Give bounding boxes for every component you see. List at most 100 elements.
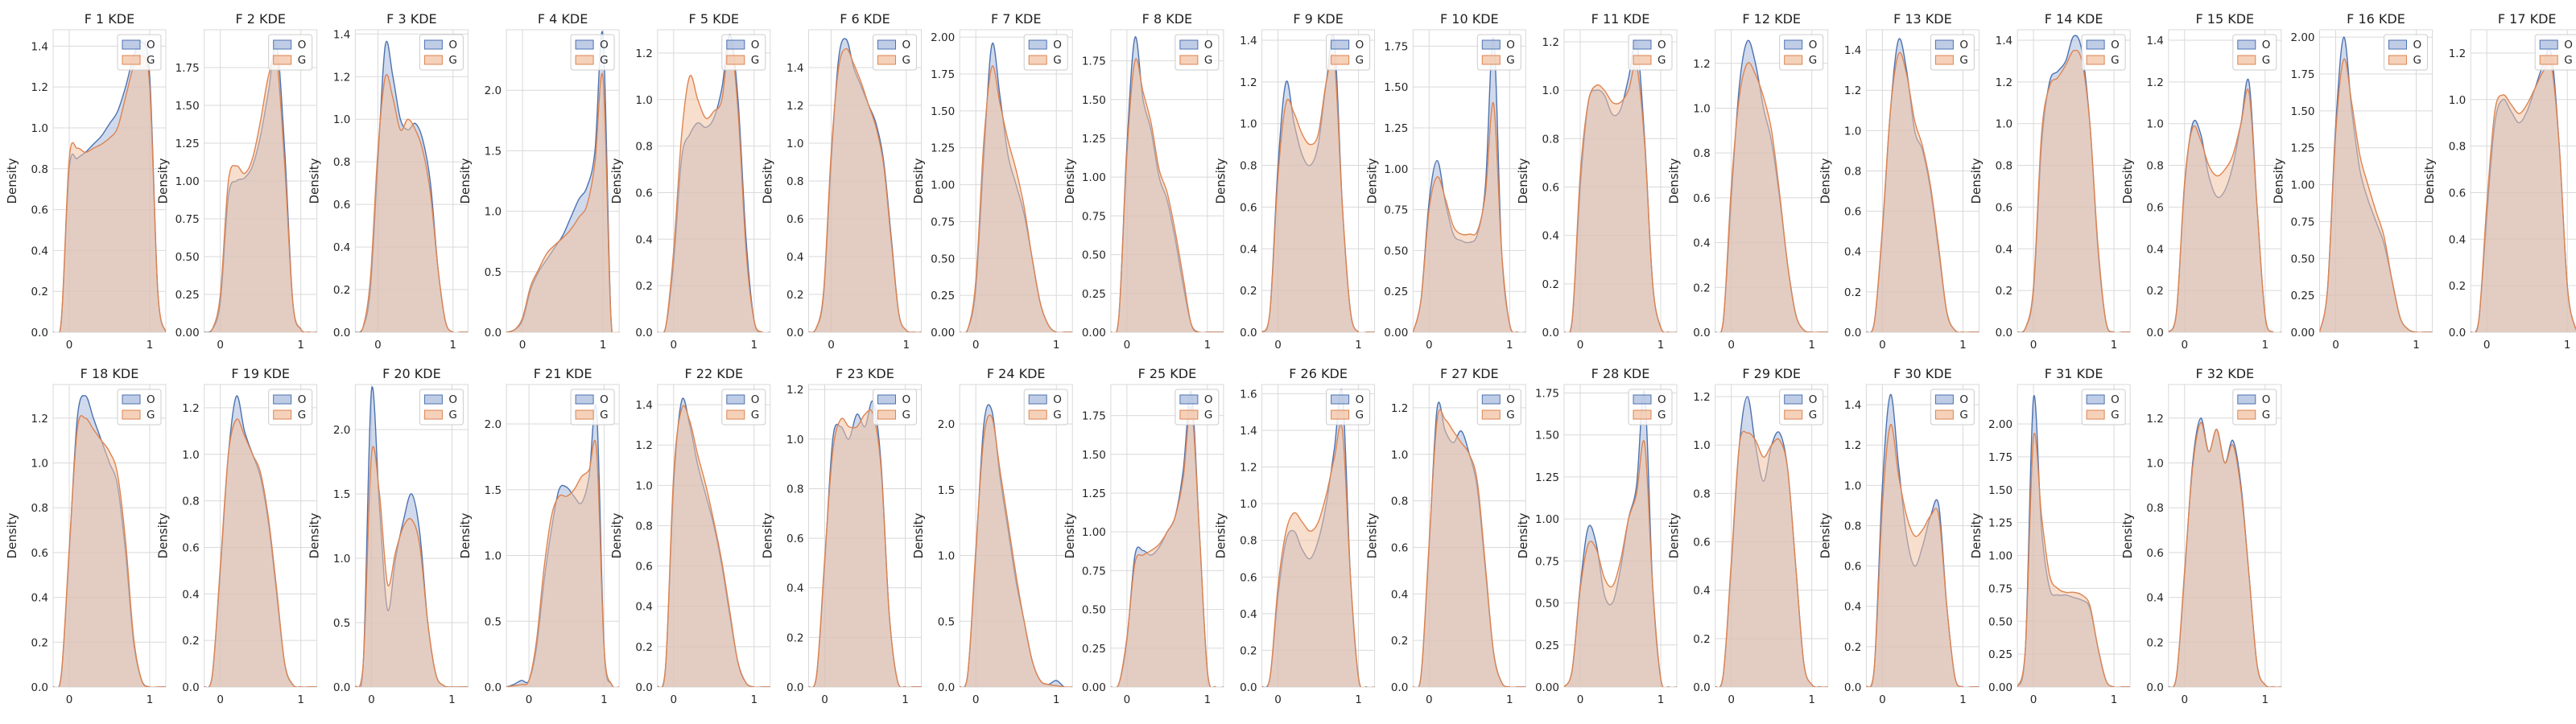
legend-swatch-g bbox=[122, 409, 141, 420]
series-group bbox=[1261, 34, 1375, 332]
legend-swatch-o bbox=[1028, 394, 1047, 405]
subplot-7: 0.00 0.25 0.50 0.75 1.00 1.25 1.50 1.75 2.00 0 1 F … bbox=[911, 11, 1073, 352]
x-tick-label: 1 bbox=[147, 693, 154, 706]
y-tick-label: 0.4 bbox=[2146, 592, 2163, 605]
legend: OG bbox=[1930, 389, 1975, 426]
legend-label-o: O bbox=[1356, 393, 1364, 406]
y-tick-label: 0.6 bbox=[786, 213, 803, 226]
kde-fill-g bbox=[2471, 60, 2576, 332]
y-tick-label: 0.2 bbox=[2449, 280, 2466, 293]
kde-line-g bbox=[204, 418, 317, 687]
y-tick-label: 0.4 bbox=[1844, 601, 1861, 614]
y-tick-label: 0.8 bbox=[2146, 502, 2163, 515]
y-tick-label: 0.4 bbox=[31, 245, 48, 257]
subplot-title: F 8 KDE bbox=[1142, 11, 1192, 27]
series-group bbox=[1564, 390, 1677, 687]
y-tick-label: 0.0 bbox=[635, 327, 652, 339]
kde-line-g bbox=[960, 65, 1073, 332]
legend-swatch-o bbox=[273, 394, 292, 405]
subplot-title: F 2 KDE bbox=[235, 11, 285, 27]
legend-label-o: O bbox=[2262, 39, 2271, 51]
x-tick-label: 0 bbox=[217, 693, 224, 706]
y-axis-label: Density bbox=[2422, 158, 2437, 204]
y-tick-label: 0.0 bbox=[1844, 681, 1861, 694]
y-tick-label: 1.2 bbox=[182, 402, 199, 415]
legend-swatch-o bbox=[2539, 39, 2558, 50]
y-tick-label: 1.4 bbox=[1996, 35, 2013, 47]
legend-label-o: O bbox=[2413, 39, 2422, 51]
x-tick-label: 1 bbox=[1204, 339, 1212, 352]
y-tick-label: 1.2 bbox=[31, 413, 48, 426]
x-tick-label: 0 bbox=[2030, 693, 2037, 706]
y-tick-label: 1.5 bbox=[485, 145, 502, 158]
kde-fill-g bbox=[1564, 440, 1677, 687]
x-tick-label: 0 bbox=[2030, 339, 2037, 352]
kde-fill-g bbox=[2168, 422, 2281, 687]
subplot-title: F 16 KDE bbox=[2347, 11, 2405, 27]
x-tick-label: 1 bbox=[449, 339, 456, 352]
y-tick-label: 0.6 bbox=[2449, 187, 2466, 200]
y-tick-label: 0.2 bbox=[1844, 286, 1861, 299]
legend-label-g: G bbox=[298, 54, 306, 67]
subplot-17: 0.0 0.2 0.4 0.6 0.8 1.0 1.2 0 1 F 17 KDE Density OG bbox=[2422, 11, 2576, 352]
y-tick-label: 0.0 bbox=[485, 681, 502, 694]
series-group bbox=[53, 395, 166, 687]
legend-label-o: O bbox=[751, 393, 760, 406]
legend-label-g: G bbox=[147, 54, 155, 67]
subplot-title: F 10 KDE bbox=[1440, 11, 1499, 27]
kde-fill-g bbox=[808, 409, 922, 687]
y-axis-label: Density bbox=[1364, 158, 1379, 204]
x-tick-label: 0 bbox=[828, 339, 835, 352]
legend-swatch-g bbox=[1481, 409, 1501, 420]
y-tick-label: 1.75 bbox=[2290, 68, 2314, 81]
y-tick-label: 0.2 bbox=[1844, 641, 1861, 654]
y-tick-label: 0.50 bbox=[1082, 249, 1106, 262]
y-tick-label: 0.50 bbox=[175, 251, 200, 264]
legend-label-g: G bbox=[1356, 54, 1364, 67]
legend-label-g: G bbox=[751, 409, 759, 422]
y-tick-label: 1.75 bbox=[1082, 410, 1106, 423]
subplot-title: F 19 KDE bbox=[231, 366, 290, 381]
y-tick-label: 0.00 bbox=[1988, 681, 2013, 694]
series-group bbox=[2168, 78, 2281, 332]
legend: OG bbox=[1779, 34, 1824, 71]
legend-swatch-o bbox=[1331, 39, 1350, 50]
legend-label-g: G bbox=[2564, 54, 2572, 67]
x-tick-label: 0 bbox=[66, 693, 73, 706]
legend-swatch-o bbox=[122, 39, 141, 50]
kde-fill-g bbox=[53, 56, 166, 332]
y-tick-label: 0.8 bbox=[1542, 133, 1559, 146]
y-tick-label: 1.2 bbox=[635, 47, 652, 60]
legend-label-g: G bbox=[1959, 409, 1967, 422]
y-tick-label: 1.2 bbox=[1391, 402, 1408, 415]
legend-label-o: O bbox=[1356, 39, 1364, 51]
legend: OG bbox=[419, 34, 464, 71]
y-tick-label: 0.2 bbox=[31, 286, 48, 298]
legend-swatch-g bbox=[1934, 55, 1954, 65]
legend-label-o: O bbox=[1809, 393, 1818, 406]
y-tick-label: 0.2 bbox=[1542, 278, 1559, 291]
legend-swatch-g bbox=[1331, 55, 1350, 65]
legend-swatch-o bbox=[1784, 394, 1803, 405]
x-tick-label: 0 bbox=[671, 693, 678, 706]
legend-swatch-o bbox=[2237, 39, 2256, 50]
series-group bbox=[1110, 36, 1224, 332]
legend-swatch-o bbox=[575, 394, 594, 405]
y-tick-label: 2.00 bbox=[931, 31, 955, 44]
legend-label-o: O bbox=[448, 393, 457, 406]
legend-label-o: O bbox=[600, 393, 609, 406]
kde-line-g bbox=[2319, 58, 2433, 332]
y-tick-label: 0.8 bbox=[1693, 487, 1710, 500]
y-tick-label: 0.4 bbox=[1693, 237, 1710, 250]
y-axis-label: Density bbox=[156, 158, 171, 204]
series-group bbox=[53, 40, 166, 332]
legend-label-o: O bbox=[1657, 393, 1666, 406]
legend-swatch-g bbox=[2086, 55, 2105, 65]
y-tick-label: 0.8 bbox=[1391, 496, 1408, 508]
y-tick-label: 0.6 bbox=[2146, 547, 2163, 560]
y-tick-label: 1.50 bbox=[1082, 449, 1106, 462]
y-tick-label: 0.6 bbox=[1693, 192, 1710, 205]
legend-swatch-o bbox=[2388, 39, 2407, 50]
y-tick-label: 0.6 bbox=[1240, 571, 1257, 584]
y-tick-label: 1.4 bbox=[635, 399, 652, 412]
